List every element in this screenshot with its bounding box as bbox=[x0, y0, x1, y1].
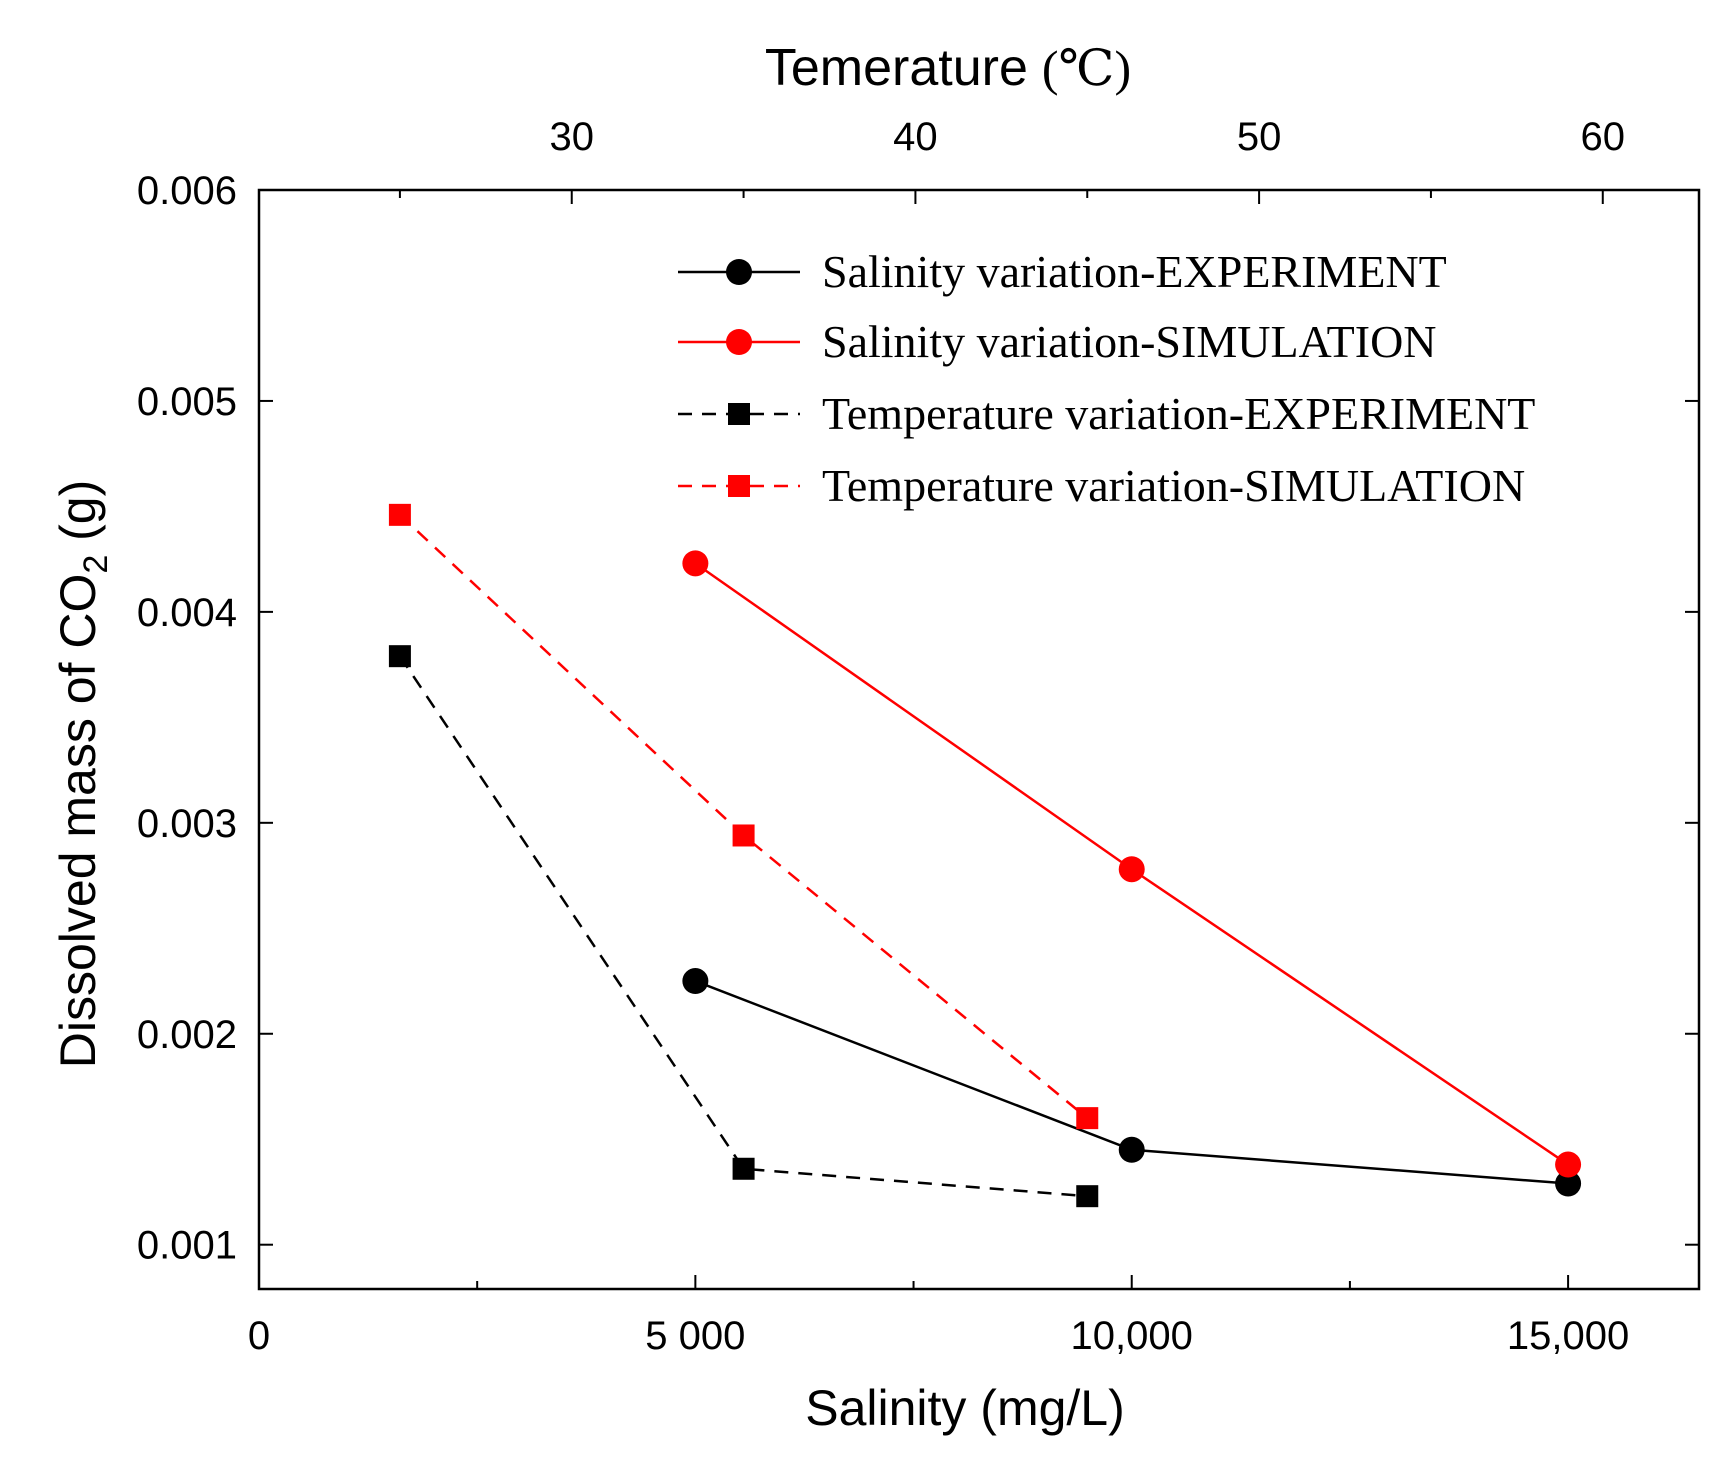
data-point bbox=[1118, 856, 1145, 883]
top-tick-label: 50 bbox=[1237, 115, 1282, 159]
series-line bbox=[399, 513, 1089, 1120]
data-point bbox=[1118, 1136, 1145, 1163]
y-axis-title: Dissolved mass of CO2 (g) bbox=[50, 480, 115, 1069]
legend-marker bbox=[726, 329, 752, 355]
series-2 bbox=[388, 645, 1099, 1208]
axis-ticks bbox=[258, 189, 1699, 1289]
y-tick-label: 0.001 bbox=[137, 1224, 237, 1268]
series-line bbox=[398, 655, 1088, 1198]
x-tick-label: 0 bbox=[248, 1314, 270, 1358]
x-tick-label: 5 000 bbox=[645, 1314, 745, 1358]
legend-item: Salinity variation-SIMULATION bbox=[678, 316, 1437, 367]
data-point bbox=[682, 550, 709, 577]
data-point bbox=[682, 968, 709, 995]
y-tick-label: 0.002 bbox=[137, 1013, 237, 1057]
bottom-axis-title: Salinity (mg/L) bbox=[805, 1380, 1125, 1436]
data-point bbox=[732, 824, 755, 847]
legend-marker bbox=[728, 403, 750, 425]
data-point bbox=[1555, 1151, 1582, 1178]
legend-item: Salinity variation-EXPERIMENT bbox=[678, 246, 1447, 297]
data-point bbox=[1076, 1185, 1099, 1208]
data-point bbox=[1555, 1170, 1582, 1197]
legend-label: Salinity variation-EXPERIMENT bbox=[822, 246, 1447, 297]
y-tick-label: 0.003 bbox=[137, 802, 237, 846]
legend-item: Temperature variation-SIMULATION bbox=[678, 460, 1525, 511]
legend-label: Temperature variation-EXPERIMENT bbox=[822, 388, 1535, 439]
series-layer bbox=[388, 503, 1582, 1208]
legend-marker bbox=[728, 475, 750, 497]
series-0 bbox=[682, 968, 1582, 1197]
legend: Salinity variation-EXPERIMENT Salinity va… bbox=[678, 246, 1535, 511]
top-tick-label: 40 bbox=[893, 115, 938, 159]
y-tick-label: 0.005 bbox=[137, 380, 237, 424]
legend-marker bbox=[726, 259, 752, 285]
y-tick-label: 0.004 bbox=[137, 591, 237, 635]
data-point bbox=[732, 1157, 755, 1180]
top-tick-label: 30 bbox=[549, 115, 594, 159]
legend-label: Salinity variation-SIMULATION bbox=[822, 316, 1437, 367]
data-point bbox=[388, 503, 411, 526]
top-tick-label: 60 bbox=[1581, 115, 1626, 159]
data-point bbox=[388, 645, 411, 668]
series-1 bbox=[682, 550, 1582, 1178]
x-tick-label: 15,000 bbox=[1507, 1314, 1629, 1358]
data-point bbox=[1076, 1107, 1099, 1130]
legend-label: Temperature variation-SIMULATION bbox=[822, 460, 1525, 511]
top-axis-title: Temerature (℃) bbox=[765, 39, 1131, 97]
y-tick-label: 0.006 bbox=[137, 169, 237, 213]
x-tick-label: 10,000 bbox=[1071, 1314, 1193, 1358]
series-3 bbox=[388, 503, 1099, 1130]
labels-layer: 0 5 000 10,000 15,000 30 40 50 60 0.001 0.002 0.00… bbox=[137, 115, 1629, 1358]
plot-frame bbox=[257, 188, 1701, 1291]
legend-item: Temperature variation-EXPERIMENT bbox=[678, 388, 1535, 439]
